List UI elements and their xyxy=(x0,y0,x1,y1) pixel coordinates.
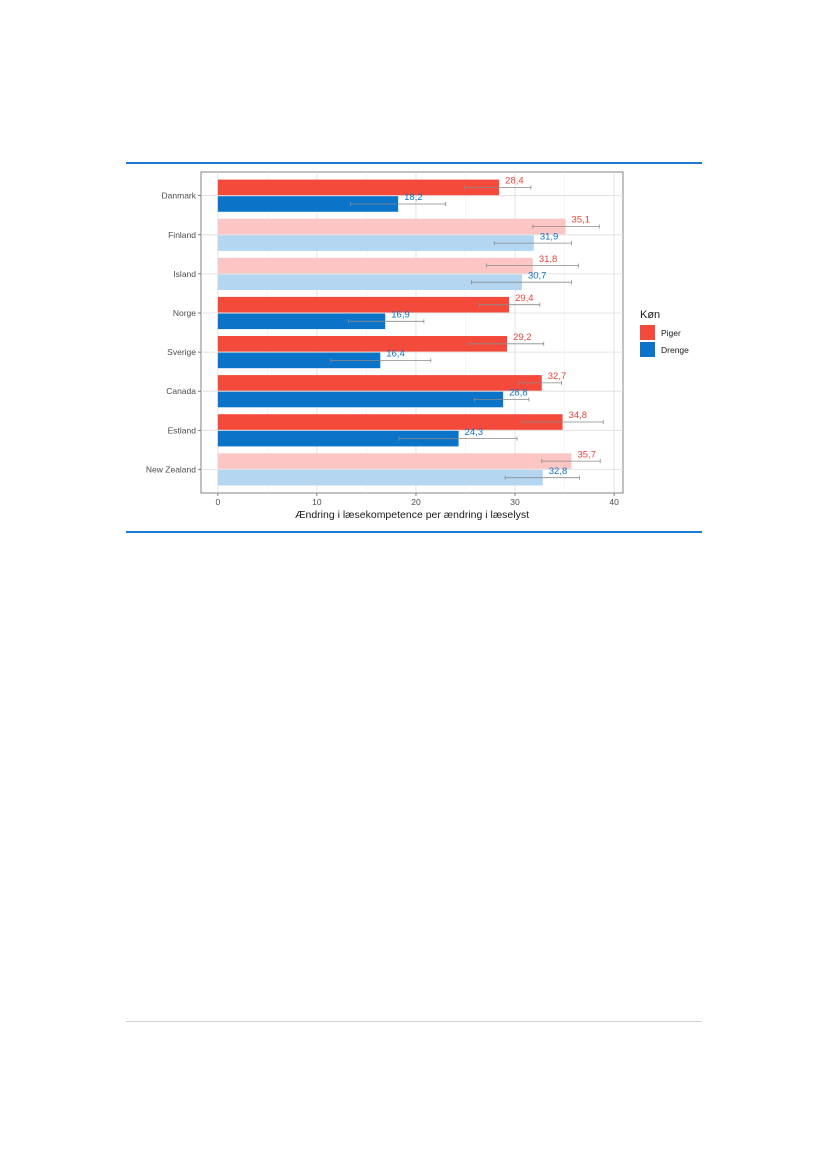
drenge-value-label: 16,4 xyxy=(386,349,405,360)
piger-bar xyxy=(217,336,508,352)
bottom-rule xyxy=(126,531,702,533)
axes: 0 10 20 30 40 Danmark Finland Island Norge Sverig… xyxy=(146,191,619,507)
piger-bar xyxy=(217,296,510,313)
category-label: Estland xyxy=(168,425,197,435)
piger-bar xyxy=(217,414,563,430)
piger-bar xyxy=(217,453,572,469)
piger-value-label: 28,4 xyxy=(505,176,524,187)
drenge-value-label: 31,9 xyxy=(540,231,559,242)
category-label: New Zealand xyxy=(146,464,196,474)
drenge-bar xyxy=(217,196,399,212)
category-label: Finland xyxy=(168,230,196,240)
error-bars xyxy=(330,185,604,480)
drenge-bar xyxy=(217,430,459,447)
piger-bar xyxy=(217,375,542,391)
drenge-bar xyxy=(217,235,534,251)
piger-legend-key xyxy=(640,325,655,340)
top-rule xyxy=(126,162,702,164)
drenge-value-label: 32,8 xyxy=(549,466,568,477)
x-tick-label: 30 xyxy=(510,497,520,507)
category-label: Island xyxy=(173,269,196,279)
piger-legend-label: Piger xyxy=(661,328,681,338)
drenge-bar xyxy=(217,313,386,330)
piger-bar xyxy=(217,218,566,235)
data-labels: 28,4 18,2 35,1 31,9 31,8 30,7 29,4 16,9 29,2 16,4… xyxy=(386,176,596,477)
drenge-legend-key xyxy=(640,342,655,357)
drenge-bar xyxy=(217,391,504,408)
category-label: Canada xyxy=(166,386,196,396)
legend-title: Køn xyxy=(640,309,660,321)
drenge-bar xyxy=(217,274,522,290)
category-label: Norge xyxy=(173,308,196,318)
x-tick-label: 40 xyxy=(609,497,619,507)
piger-value-label: 31,8 xyxy=(539,254,558,265)
legend: Køn Piger Drenge xyxy=(640,309,689,357)
drenge-bar xyxy=(217,352,381,369)
drenge-value-label: 30,7 xyxy=(528,270,547,281)
drenge-value-label: 24,3 xyxy=(465,427,484,438)
drenge-bar xyxy=(217,469,543,486)
x-axis-title: Ændring i læsekompetence per ændring i l… xyxy=(295,509,529,521)
piger-value-label: 32,7 xyxy=(548,371,567,382)
piger-value-label: 29,2 xyxy=(513,332,532,343)
drenge-legend-label: Drenge xyxy=(661,345,689,355)
category-label: Danmark xyxy=(162,191,197,201)
piger-value-label: 35,7 xyxy=(577,449,596,460)
footer-rule xyxy=(126,1021,702,1022)
category-label: Sverige xyxy=(167,347,196,357)
x-tick-label: 20 xyxy=(411,497,421,507)
x-tick-label: 10 xyxy=(312,497,322,507)
x-tick-label: 0 xyxy=(215,497,220,507)
drenge-value-label: 28,8 xyxy=(509,388,527,399)
drenge-value-label: 16,9 xyxy=(391,310,410,321)
piger-bar xyxy=(217,179,500,196)
bar-chart: 28,4 18,2 35,1 31,9 31,8 30,7 29,4 16,9 29,2 16,4… xyxy=(146,171,689,521)
bars xyxy=(217,179,572,486)
piger-bar xyxy=(217,257,533,274)
drenge-value-label: 18,2 xyxy=(404,192,423,203)
piger-value-label: 29,4 xyxy=(515,293,534,304)
piger-value-label: 35,1 xyxy=(572,215,591,226)
piger-value-label: 34,8 xyxy=(569,410,588,421)
